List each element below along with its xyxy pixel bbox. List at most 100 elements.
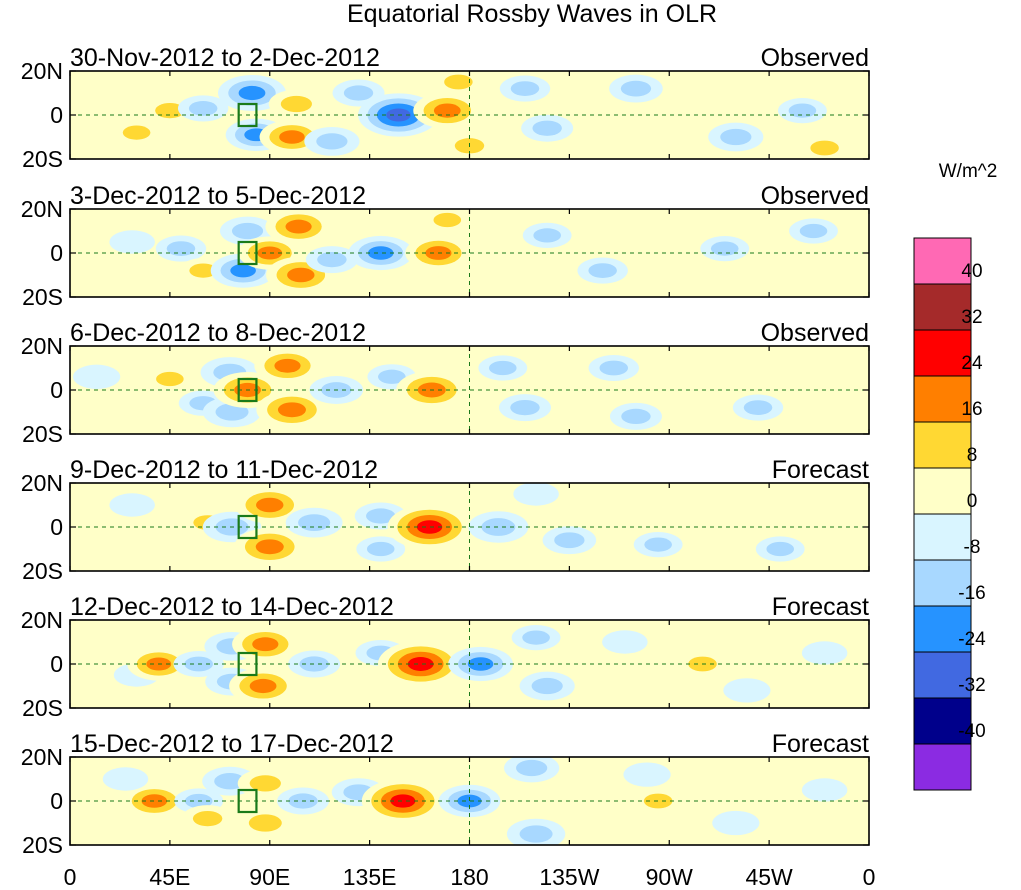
panel-status: Forecast [772, 456, 869, 484]
contour-fill [188, 101, 218, 116]
contour-fill [316, 133, 348, 150]
contour-fill [801, 778, 848, 802]
anomaly-blob [511, 625, 561, 651]
anomaly-blob [513, 483, 559, 506]
contour-fill [122, 125, 151, 140]
contour-fill [588, 263, 617, 278]
contour-fill [248, 814, 282, 832]
colorbar-label: -32 [958, 675, 985, 696]
lat-tick-label: 20S [22, 832, 63, 858]
map-panel-3: 20N 0 20S 6-Dec-2012 to 8-Dec-2012 Observed [21, 319, 870, 447]
contour-fill [299, 656, 329, 672]
anomaly-blob [304, 126, 360, 156]
lat-tick-label: 20S [22, 146, 63, 172]
colorbar-swatch [913, 421, 972, 469]
contour-fill [801, 641, 848, 665]
contour-fill [257, 246, 283, 260]
contour-fill [70, 252, 115, 276]
colorbar-label: 32 [961, 307, 982, 328]
contour-fill [510, 81, 540, 96]
panel-date-range: 3-Dec-2012 to 5-Dec-2012 [70, 182, 366, 210]
contour-fill [317, 251, 347, 268]
contour-fill [156, 371, 184, 387]
contour-fill [298, 514, 331, 531]
anomaly-blob [801, 641, 848, 665]
anomaly-blob [623, 762, 671, 787]
lat-tick-label: 20S [22, 421, 63, 447]
contour-fill [531, 677, 563, 695]
anomaly-blob [521, 114, 574, 142]
anomaly-blob [377, 641, 464, 687]
panel-date-range: 12-Dec-2012 to 14-Dec-2012 [70, 593, 394, 621]
lon-tick-label: 0 [863, 864, 876, 890]
lat-tick-label: 20N [21, 58, 63, 84]
colorbar-label: 0 [967, 491, 978, 512]
contour-fill [599, 360, 629, 376]
contour-fill [252, 637, 279, 652]
anomaly-blob [701, 504, 748, 528]
anomaly-blob [632, 787, 684, 815]
contour-fill [166, 241, 196, 256]
anomaly-blob [601, 486, 649, 511]
anomaly-blob [70, 252, 115, 276]
contour-fill [366, 508, 396, 524]
colorbar-label: -8 [964, 537, 981, 558]
contour-fill [343, 85, 374, 101]
lat-tick-label: 20N [21, 196, 63, 222]
map-panel-1: 20N 0 20S 30-Nov-2012 to 2-Dec-2012 Observed [21, 44, 870, 172]
anomaly-blob [789, 218, 838, 244]
contour-fill [367, 246, 394, 260]
contour-fill [685, 76, 733, 101]
contour-fill [274, 358, 301, 373]
anomaly-blob [602, 630, 648, 654]
panels: 20N 0 20S 30-Nov-2012 to 2-Dec-2012 Observed… [21, 44, 870, 858]
contour-fill [516, 759, 548, 777]
contour-fill [285, 219, 312, 234]
contour-fill [102, 767, 149, 791]
colorbar-label: -16 [958, 583, 985, 604]
anomaly-blob [519, 671, 575, 701]
anomaly-blob [468, 263, 515, 287]
contour-fill [90, 399, 138, 425]
contour-fill [645, 214, 693, 239]
contour-fill [390, 794, 416, 808]
anomaly-blob [332, 79, 385, 107]
anomaly-blob [588, 354, 639, 382]
contour-fill [73, 798, 120, 822]
panel-date-range: 6-Dec-2012 to 8-Dec-2012 [70, 319, 366, 347]
anomaly-blob [563, 788, 611, 814]
anomaly-blob [708, 122, 764, 152]
anomaly-blob [504, 757, 560, 783]
anomaly-blob [579, 647, 626, 672]
contour-fill [147, 528, 193, 552]
anomaly-blob [812, 262, 860, 288]
contour-fill [790, 497, 837, 522]
contour-fill [720, 128, 752, 146]
colorbar-label: 40 [961, 261, 982, 282]
anomaly-blob [732, 394, 784, 421]
contour-fill [532, 120, 562, 136]
panel-date-range: 30-Nov-2012 to 2-Dec-2012 [70, 44, 380, 72]
lat-tick-label: 20N [21, 744, 63, 770]
anomaly-blob [700, 236, 750, 262]
anomaly-blob [361, 778, 445, 824]
contour-fill [533, 228, 561, 243]
contour-fill [701, 504, 748, 528]
contour-fill [255, 539, 284, 555]
contour-fill [109, 230, 155, 254]
anomaly-blob [268, 89, 324, 119]
anomaly-blob [234, 486, 305, 524]
lat-tick-label: 0 [50, 377, 63, 403]
lat-tick-label: 20N [21, 470, 63, 496]
colorbar-swatch [913, 651, 972, 699]
contour-fill [766, 541, 795, 557]
contour-fill [563, 788, 611, 814]
anomaly-blob [256, 390, 328, 429]
contour-fill [723, 678, 771, 703]
colorbar-label: 24 [961, 353, 983, 374]
figure-title: Equatorial Rossby Waves in OLR [347, 0, 717, 28]
contour-fill [280, 95, 312, 113]
anomaly-blob [155, 235, 207, 262]
colorbar-swatch [913, 697, 972, 745]
colorbar-swatch [913, 743, 972, 791]
